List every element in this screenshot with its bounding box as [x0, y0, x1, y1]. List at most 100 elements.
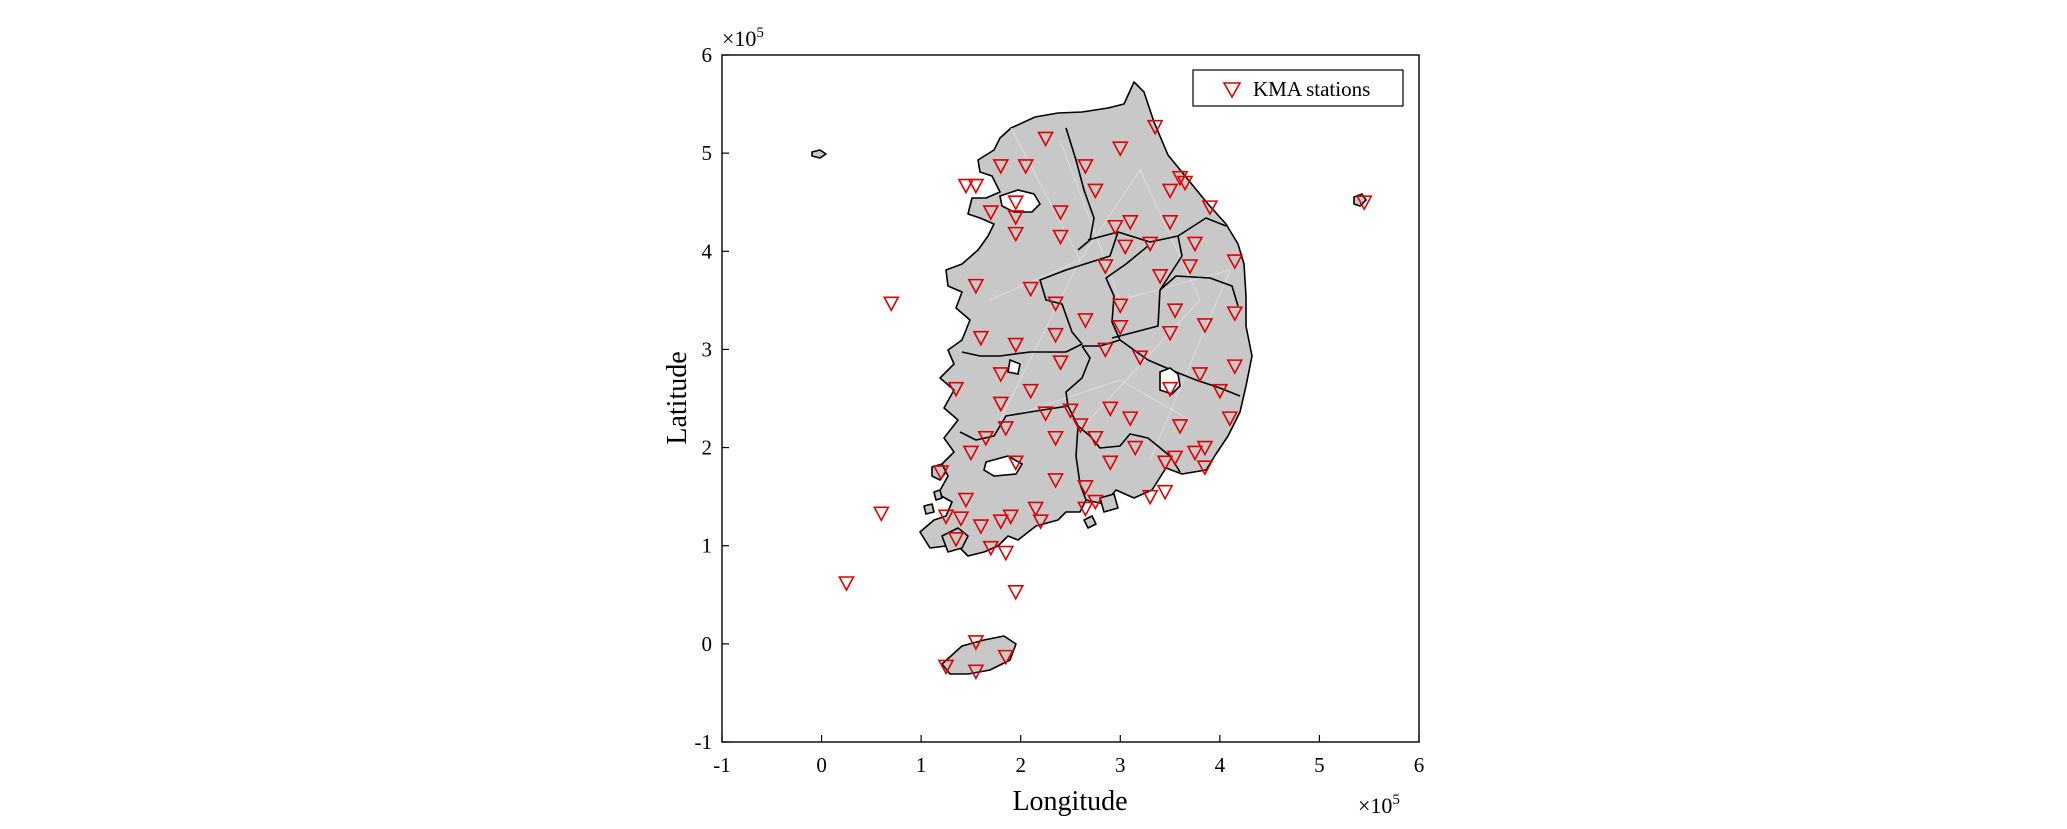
station-marker [1087, 183, 1104, 200]
y-tick-label: 6 [702, 43, 713, 67]
station-marker [1226, 254, 1244, 270]
station-marker [1047, 473, 1064, 489]
station-marker [1052, 355, 1069, 371]
y-tick-label: 3 [702, 337, 713, 361]
station-marker [1062, 403, 1079, 419]
station-marker [1196, 460, 1214, 476]
station-marker [1226, 306, 1244, 322]
province-border [1065, 127, 1095, 251]
station-marker [1037, 406, 1054, 422]
station-marker [1161, 325, 1179, 342]
station-marker [1111, 320, 1129, 336]
station-marker [1087, 494, 1104, 511]
station-marker [1211, 383, 1229, 400]
station-marker [1156, 484, 1174, 501]
legend-marker [1222, 82, 1242, 99]
y-tick-label: 5 [702, 141, 713, 165]
station-marker [1221, 411, 1239, 427]
station-marker [1047, 327, 1064, 344]
x-exponent-power: 5 [1392, 792, 1400, 808]
x-tick-label: 0 [816, 753, 827, 777]
station-marker [1022, 383, 1040, 400]
station-marker [1226, 359, 1244, 375]
station-marker [1097, 259, 1114, 275]
mesh-lines [989, 127, 1231, 461]
y-exponent-power: 5 [756, 25, 764, 41]
station-marker [1017, 159, 1035, 175]
x-exponent-multiplier: ×10 [1358, 793, 1392, 818]
station-marker [967, 278, 985, 295]
station-marker [1047, 430, 1064, 447]
station-marker [992, 159, 1010, 175]
y-axis-title: Latitude [662, 351, 693, 444]
station-marker [1111, 141, 1129, 157]
station-marker [1037, 131, 1054, 148]
station-marker [1077, 501, 1094, 518]
y-tick-label: -1 [695, 730, 713, 754]
station-marker [967, 178, 985, 195]
station-marker [997, 545, 1015, 562]
station-marker [1176, 175, 1194, 192]
station-marker [1166, 303, 1184, 319]
station-marker [957, 492, 975, 509]
station-marker [1072, 418, 1089, 434]
station-marker [1007, 455, 1025, 471]
station-marker [982, 205, 1000, 221]
x-exponent-label: ×105 [1358, 792, 1400, 818]
station-markers [838, 119, 1373, 681]
station-marker [1027, 501, 1044, 518]
station-marker [1161, 215, 1179, 231]
island [1083, 515, 1097, 529]
station-marker [1101, 401, 1119, 418]
station-marker [1106, 219, 1124, 236]
station-marker [967, 664, 985, 681]
station-marker [1007, 585, 1025, 601]
x-tick-label: 1 [916, 753, 927, 777]
station-marker [997, 421, 1015, 437]
province-border [1039, 231, 1119, 353]
x-tick-label: 4 [1215, 753, 1226, 777]
station-marker [1131, 350, 1149, 366]
station-marker [1196, 318, 1214, 334]
station-marker [1141, 236, 1159, 253]
station-marker [1186, 236, 1204, 253]
station-marker [1141, 489, 1159, 506]
station-marker [1077, 313, 1094, 329]
station-marker [872, 506, 890, 523]
station-marker [932, 465, 950, 481]
y-tick-label: 1 [702, 534, 713, 558]
x-tick-label: 5 [1314, 753, 1325, 777]
station-marker [1121, 215, 1139, 231]
station-marker [972, 519, 990, 535]
station-marker [1355, 195, 1373, 211]
station-marker [1186, 445, 1204, 462]
station-marker [1097, 342, 1114, 359]
x-tick-label: -1 [713, 753, 731, 777]
province-border [1082, 245, 1149, 347]
island [933, 489, 943, 501]
station-marker [1181, 259, 1199, 275]
station-marker [937, 659, 955, 676]
station-marker [1032, 514, 1049, 530]
station-marker [1101, 455, 1119, 471]
station-marker [1007, 195, 1025, 211]
station-marker [937, 509, 955, 525]
station-marker [1052, 205, 1069, 221]
province-border [1119, 339, 1241, 397]
station-marker [1201, 200, 1219, 216]
station-marker [1161, 183, 1179, 200]
station-marker [962, 445, 980, 462]
station-marker [1166, 450, 1184, 467]
station-marker [1191, 367, 1209, 383]
station-marker [1151, 269, 1169, 285]
station-marker [992, 367, 1010, 383]
station-marker [977, 430, 995, 447]
station-marker [1116, 239, 1134, 256]
x-axis-title: Longitude [1012, 786, 1127, 817]
axis-ticks: -1 0 1 2 3 4 5 6 -1 0 1 2 3 4 5 6 [695, 43, 1425, 777]
legend-box [1192, 69, 1404, 107]
station-marker [1007, 337, 1025, 354]
map-layer [811, 81, 1367, 675]
province-border [1159, 275, 1239, 307]
